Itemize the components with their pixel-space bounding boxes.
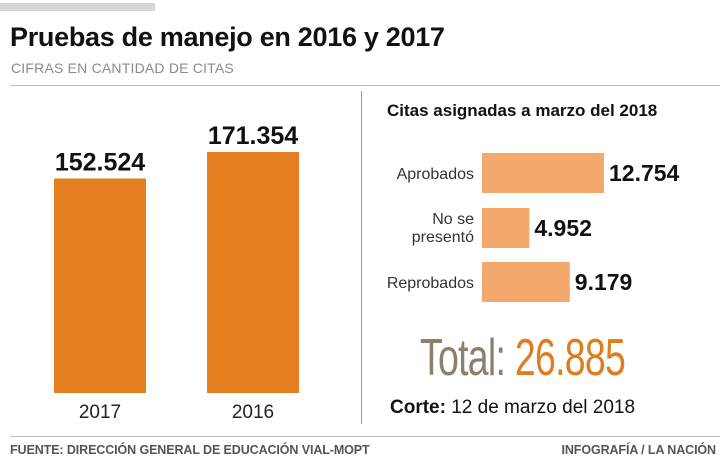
hbar-2 [482, 208, 530, 248]
credit-note: INFOGRAFÍA / LA NACIÓN [561, 443, 716, 457]
bar-value-label: 152.524 [55, 148, 145, 176]
top-divider [10, 85, 720, 86]
hbar-3 [482, 262, 570, 302]
cutoff-value: 12 de marzo del 2018 [451, 397, 636, 418]
vertical-bar-chart: 152.524 2017 171.354 2016 [54, 122, 299, 423]
bar-2016 [207, 152, 299, 393]
total-summary: Total: 26.885 [420, 328, 626, 388]
hbar-category-label: Aprobados [397, 166, 474, 183]
x-tick-label: 2017 [79, 402, 121, 423]
x-tick-label: 2016 [232, 402, 274, 423]
cutoff-date: Corte: 12 de marzo del 2018 [390, 397, 635, 419]
right-chart-title: Citas asignadas a marzo del 2018 [387, 101, 658, 120]
hbar-value-label: 4.952 [534, 215, 592, 241]
bar-2017 [54, 178, 146, 393]
hbar-value-label: 12.754 [609, 160, 680, 186]
hbar-category-label: Reprobados [387, 275, 474, 292]
top-accent-bar [0, 3, 155, 11]
bottom-divider [10, 436, 720, 437]
cutoff-label: Corte: [390, 397, 446, 418]
bar-value-label: 171.354 [208, 122, 298, 150]
total-label: Total: [420, 329, 506, 387]
chart-title: Pruebas de manejo en 2016 y 2017 [10, 22, 445, 52]
total-value: 26.885 [514, 329, 626, 387]
hbar-category-label: presentó [412, 229, 474, 246]
hbar-category-label: No se [432, 211, 474, 228]
source-note: FUENTE: DIRECCIÓN GENERAL DE EDUCACIÓN V… [10, 443, 370, 457]
hbar-1 [482, 153, 604, 193]
chart-subtitle: CIFRAS EN CANTIDAD DE CITAS [11, 60, 234, 76]
hbar-value-label: 9.179 [575, 269, 633, 295]
section-divider [361, 91, 362, 424]
